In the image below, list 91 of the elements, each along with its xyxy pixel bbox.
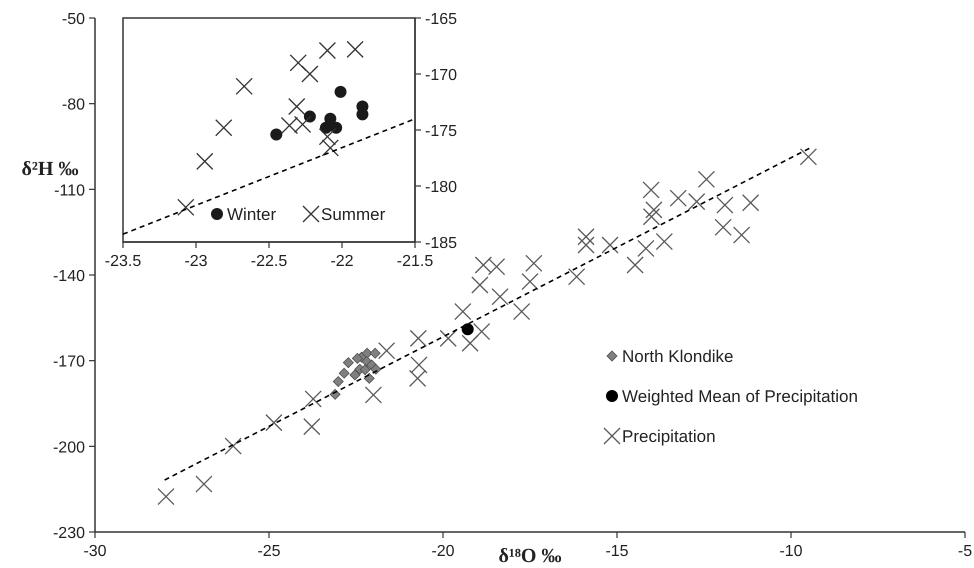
point: [568, 268, 586, 286]
y-tick-label: -140: [52, 268, 86, 285]
legend-label: Weighted Mean of Precipitation: [622, 387, 858, 406]
point: [800, 148, 818, 166]
point: [270, 128, 282, 140]
point: [521, 272, 539, 290]
y-tick-label: -170: [425, 67, 458, 84]
point: [195, 475, 213, 493]
point: [318, 128, 336, 146]
point: [360, 364, 370, 376]
x-tick-label: -5: [958, 543, 972, 560]
point: [471, 276, 489, 294]
point: [304, 110, 316, 123]
y-tick-label: -110: [54, 182, 86, 200]
point: [461, 334, 479, 352]
point: [408, 370, 426, 388]
point: [332, 376, 344, 387]
point: [215, 119, 232, 136]
point: [637, 240, 655, 258]
point: [716, 196, 734, 214]
x-tick-label: -30: [83, 543, 107, 560]
point: [577, 228, 595, 246]
point: [338, 368, 350, 379]
legend-label: North Klondike: [622, 347, 734, 366]
x-tick-label: -23: [184, 253, 208, 270]
legend-label: Winter: [227, 205, 276, 224]
point: [157, 488, 175, 506]
point: [577, 236, 595, 254]
point: [656, 232, 673, 250]
point: [301, 65, 319, 83]
point: [342, 357, 354, 368]
x-axis-title: δ¹⁸O ‰: [498, 545, 562, 567]
x-tick-label: -25: [257, 543, 281, 560]
point: [346, 40, 364, 58]
y-tick-label: -170: [52, 354, 86, 371]
y-tick-label: -230: [52, 525, 86, 542]
point: [410, 330, 427, 348]
point: [462, 323, 474, 336]
x-tick-label: -15: [605, 543, 629, 560]
y-tick-label: -165: [425, 11, 458, 28]
point: [732, 226, 750, 244]
point: [224, 437, 242, 455]
y-tick-label: -50: [62, 11, 86, 28]
x-tick-label: -21.5: [396, 253, 434, 270]
point: [513, 302, 530, 320]
point: [318, 42, 336, 60]
point: [714, 218, 732, 236]
point: [454, 302, 472, 320]
y-tick-label: -180: [425, 179, 458, 196]
point: [626, 256, 644, 274]
point: [265, 414, 283, 432]
point: [601, 236, 619, 254]
point: [688, 192, 706, 210]
x-tick-label: -20: [431, 543, 455, 560]
point: [491, 288, 509, 306]
legend-label: Summer: [321, 205, 386, 224]
point: [350, 370, 360, 380]
point: [288, 98, 306, 116]
point: [303, 418, 320, 436]
point: [290, 54, 307, 72]
y-tick-label: -200: [52, 439, 86, 456]
point: [196, 152, 214, 170]
point: [334, 86, 347, 98]
point: [370, 348, 381, 359]
point: [440, 330, 457, 348]
point: [378, 342, 396, 360]
x-tick-label: -10: [779, 543, 803, 560]
point: [177, 198, 194, 216]
y-axis-title: δ²H ‰: [22, 158, 78, 180]
legend-label: Precipitation: [622, 427, 716, 446]
y-tick-label: -175: [425, 123, 458, 140]
point: [742, 194, 760, 212]
point: [645, 201, 663, 219]
y-tick-label: -185: [425, 235, 458, 252]
point: [236, 78, 253, 95]
point: [642, 181, 660, 199]
x-tick-label: -22: [330, 253, 354, 270]
point: [642, 208, 660, 226]
point: [352, 352, 363, 364]
y-tick-label: -80: [62, 96, 86, 114]
point: [410, 356, 428, 374]
point: [364, 386, 382, 404]
point: [698, 170, 716, 188]
point: [330, 122, 342, 134]
point: [525, 254, 542, 272]
point: [670, 190, 687, 207]
x-tick-label: -23.5: [104, 253, 142, 270]
point: [472, 322, 490, 340]
x-tick-label: -22.5: [250, 253, 288, 270]
point: [304, 390, 322, 408]
point: [322, 139, 339, 157]
